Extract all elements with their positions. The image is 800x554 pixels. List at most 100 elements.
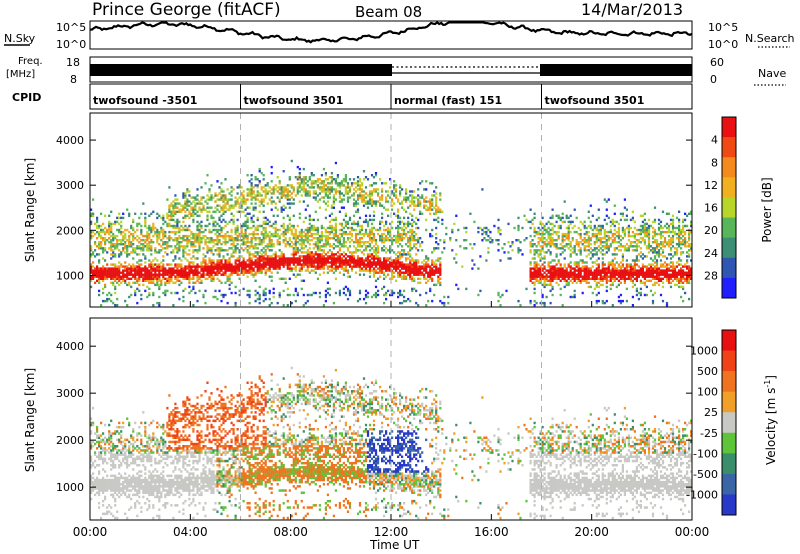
power-pixel [567,239,570,242]
power-pixel [308,222,311,226]
power-pixel [573,273,576,276]
power-pixel [302,279,305,282]
power-pixel [218,249,221,252]
power-pixel [254,202,257,205]
power-pixel [188,275,191,278]
power-pixel [308,192,311,195]
power-pixel [302,247,305,250]
station-title: Prince George (fitACF) [92,0,281,20]
power-pixel [224,265,227,268]
power-pixel [254,271,257,274]
power-pixel [258,293,261,297]
power-pixel [338,192,341,195]
power-pixel [270,188,273,191]
power-pixel [192,277,195,280]
power-pixel [172,200,175,203]
power-pixel [178,243,181,246]
power-pixel [158,273,161,276]
power-pixel [156,234,159,238]
power-pixel [559,271,562,274]
power-pixel [370,241,374,244]
power-pixel [252,192,255,195]
power-pixel [623,273,626,276]
power-pixel [346,190,350,193]
power-pixel [90,232,93,236]
power-pixel [340,234,343,238]
power-pixel [595,285,598,289]
power-pixel [134,271,137,274]
power-pixel [332,271,335,274]
power-pixel [403,216,406,220]
power-pixel [158,287,161,291]
power-pixel [413,239,416,242]
power-pixel [262,228,265,232]
power-pixel [284,239,287,242]
power-pixel [294,261,297,264]
power-pixel [262,190,265,193]
power-pixel [162,222,165,226]
power-pixel [290,269,293,272]
power-pixel [342,232,345,236]
power-pixel [236,263,239,266]
power-pixel [601,249,604,252]
power-pixel [242,194,245,197]
power-pixel [206,251,209,254]
power-pixel [244,243,247,246]
power-pixel [184,206,187,209]
power-pixel [551,275,554,278]
power-pixel [405,269,408,272]
power-pixel [312,243,315,246]
power-pixel [579,269,582,272]
power-pixel [252,232,255,236]
power-pixel [334,226,337,230]
power-pixel [350,228,354,232]
power-pixel [579,281,582,284]
power-pixel [551,265,554,268]
power-pixel [226,269,229,272]
power-pixel [136,228,139,232]
power-pixel [332,232,335,236]
power-pixel [216,204,219,207]
power-pixel [415,267,418,270]
power-pixel [210,184,213,187]
power-pixel [401,253,404,256]
power-pixel [286,287,289,291]
power-pixel [230,218,233,222]
power-pixel [306,192,309,195]
power-pixel [411,194,414,197]
power-pixel [292,186,295,189]
power-pixel [535,230,538,234]
power-pixel [397,263,400,266]
power-pixel [417,267,420,270]
power-pixel [609,283,612,287]
power-pixel [413,261,416,264]
power-pixel [551,216,554,220]
power-pixel [228,239,231,242]
power-pixel [563,285,566,289]
power-pixel [567,224,570,228]
power-pixel [379,267,382,270]
power-pixel [372,239,376,242]
power-pixel [374,228,378,232]
power-pixel [198,243,201,246]
power-pixel [405,277,408,280]
power-pixel [391,259,394,262]
power-pixel [174,255,177,258]
power-pixel [599,283,602,287]
power-pixel [298,216,301,220]
power-pixel [425,208,428,211]
power-pixel [314,237,317,240]
power-pixel [274,251,277,254]
power-pixel [176,237,179,240]
power-pixel [533,226,536,230]
power-pixel [324,230,327,234]
power-pixel [577,265,580,268]
power-pixel [593,224,596,228]
power-pixel [421,194,424,197]
power-pixel [497,299,500,303]
power-pixel [557,275,560,278]
power-pixel [264,188,267,191]
power-pixel [148,281,151,284]
power-pixel [146,249,149,252]
power-pixel [206,249,209,252]
